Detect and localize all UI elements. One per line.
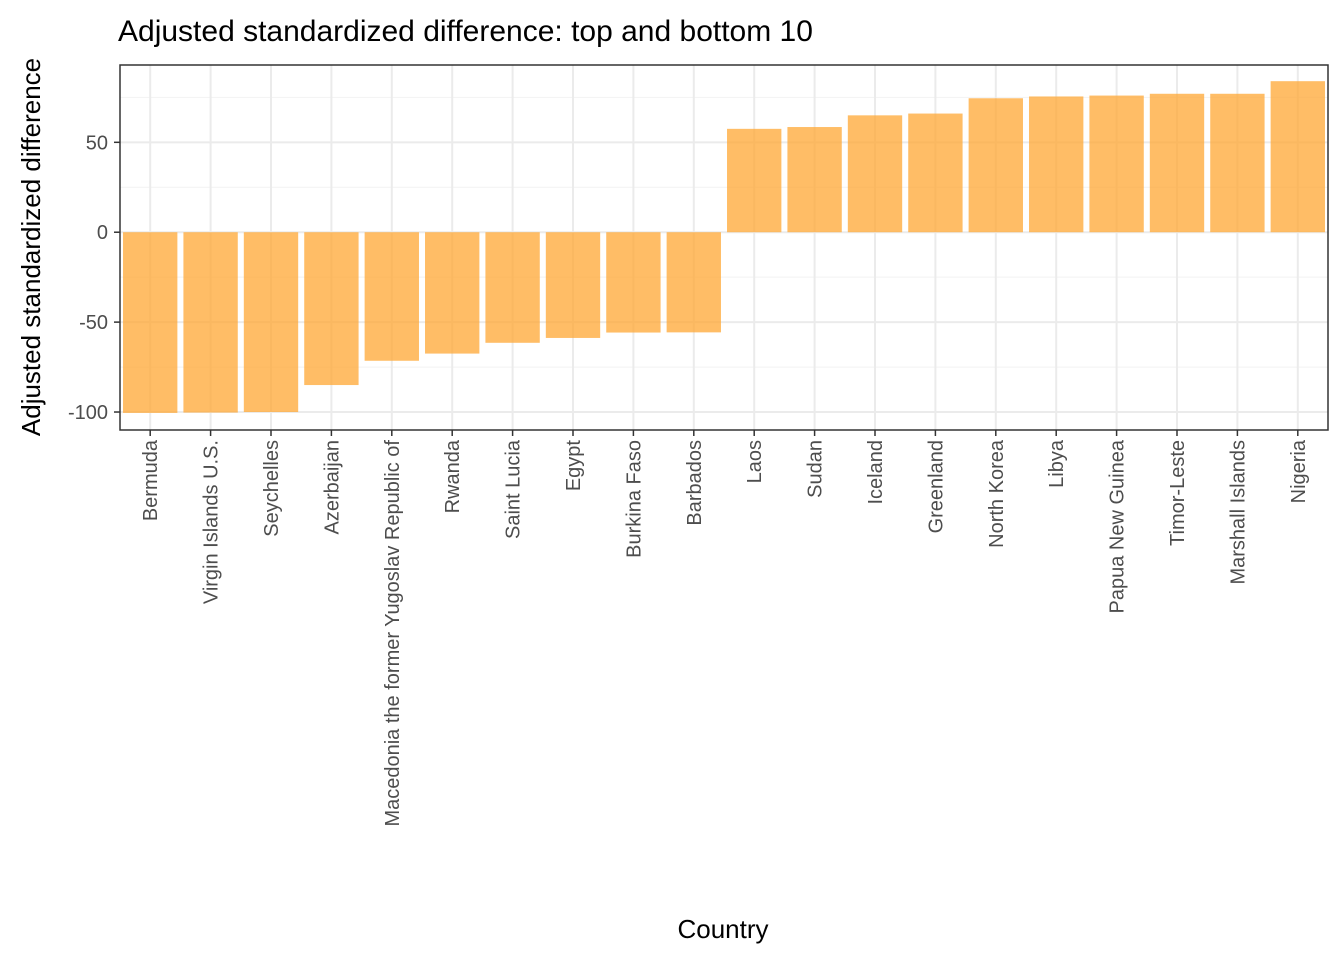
bar-greenland — [908, 113, 963, 233]
bar-bermuda — [123, 232, 178, 413]
x-tick-label: Seychelles — [261, 440, 283, 537]
bars — [123, 81, 1325, 413]
bar-egypt — [545, 232, 601, 338]
bar-barbados — [666, 232, 721, 333]
x-tick-label: Egypt — [563, 440, 585, 492]
y-axis: -100 -50 0 50 — [68, 132, 120, 424]
x-tick-label: North Korea — [986, 439, 1008, 548]
x-tick-label: Barbados — [684, 440, 706, 526]
bar-saint-lucia — [485, 232, 540, 343]
x-tick-label: Laos — [744, 440, 766, 483]
x-tick-label: Bermuda — [140, 439, 162, 521]
panel-background — [120, 65, 1328, 430]
bar-north-korea — [968, 98, 1023, 233]
y-tick-label: 0 — [97, 222, 108, 244]
bar-rwanda — [425, 232, 480, 354]
chart-title: Adjusted standardized difference: top an… — [118, 15, 813, 48]
x-tick-label: Burkina Faso — [623, 440, 645, 558]
x-tick-label: Iceland — [865, 440, 887, 505]
x-tick-label: Libya — [1046, 439, 1068, 488]
bar-marshall-islands — [1210, 93, 1265, 233]
bar-azerbaijan — [304, 232, 359, 386]
x-tick-label: Timor-Leste — [1167, 440, 1189, 546]
y-tick-label: -100 — [68, 402, 108, 424]
x-tick-label: Papua New Guinea — [1107, 439, 1129, 613]
bar-macedonia-the-former-yugoslav-republic-of — [364, 232, 419, 361]
x-axis: Bermuda Virgin Islands U.S. Seychelles Azer… — [140, 430, 1310, 827]
panel-border — [119, 64, 1329, 431]
y-tick-label: -50 — [79, 312, 108, 334]
bar-laos — [727, 128, 782, 233]
bar-sudan — [787, 127, 842, 233]
bar-timor-leste — [1149, 93, 1205, 233]
x-tick-label: Sudan — [805, 440, 827, 498]
y-tick-label: 50 — [86, 132, 108, 154]
x-tick-label: Virgin Islands U.S. — [201, 440, 223, 604]
bar-virgin-islands-u-s- — [183, 232, 238, 413]
bar-burkina-faso — [606, 232, 661, 333]
x-tick-label: Greenland — [925, 440, 947, 533]
x-tick-label: Saint Lucia — [503, 439, 525, 539]
x-tick-label: Macedonia the former Yugoslav Republic o… — [382, 440, 404, 827]
x-tick-label: Nigeria — [1288, 439, 1310, 503]
bar-seychelles — [243, 232, 299, 413]
x-axis-title: Country — [677, 914, 768, 944]
x-tick-label: Rwanda — [442, 439, 464, 513]
bar-papua-new-guinea — [1089, 95, 1144, 233]
x-tick-label: Azerbaijan — [321, 440, 343, 535]
grid — [120, 65, 1328, 430]
bar-libya — [1029, 96, 1084, 233]
x-tick-label: Marshall Islands — [1227, 440, 1249, 585]
bar-nigeria — [1270, 81, 1325, 233]
bar-iceland — [847, 115, 903, 233]
y-axis-title: Adjusted standardized difference — [16, 58, 46, 436]
